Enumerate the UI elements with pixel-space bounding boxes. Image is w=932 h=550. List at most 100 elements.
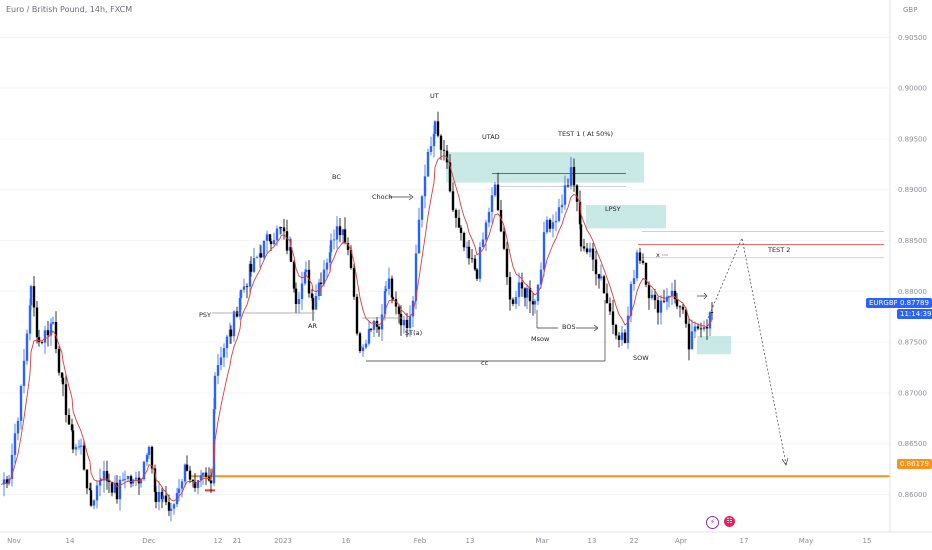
candle-body bbox=[137, 477, 141, 484]
candle-body bbox=[414, 253, 418, 301]
candle-body bbox=[121, 479, 125, 481]
price-axis: GBP 0.90500 0.90000 0.89500 0.89000 0.88500 0.… bbox=[898, 6, 927, 499]
candle-body bbox=[575, 185, 579, 202]
candle-body bbox=[470, 258, 474, 260]
candle-body bbox=[160, 491, 164, 500]
candle-body bbox=[457, 217, 461, 228]
candle-body bbox=[25, 333, 29, 361]
candle-body bbox=[667, 296, 671, 298]
candle-body bbox=[626, 315, 630, 343]
candle-body bbox=[134, 477, 138, 480]
candle-body bbox=[496, 184, 500, 211]
candle-body bbox=[2, 479, 6, 485]
candle-body bbox=[710, 312, 714, 314]
candle-body bbox=[126, 476, 130, 479]
candle-body bbox=[490, 195, 494, 213]
candle-body bbox=[372, 320, 376, 330]
candle-body bbox=[523, 288, 527, 298]
candle-body bbox=[46, 330, 50, 336]
candle-body bbox=[118, 479, 122, 500]
candle-body bbox=[387, 278, 391, 289]
candle-body bbox=[242, 286, 246, 290]
candle-body bbox=[304, 269, 308, 273]
candle-body bbox=[557, 207, 561, 221]
test1-label: TEST 1 ( At 50%) bbox=[557, 130, 613, 138]
candle-body bbox=[705, 327, 709, 329]
candle-body bbox=[358, 333, 362, 352]
candle-body bbox=[659, 300, 663, 313]
candle-body bbox=[594, 259, 598, 275]
candle-body bbox=[647, 284, 651, 299]
candle-body bbox=[346, 243, 350, 250]
candle-body bbox=[467, 246, 471, 259]
candle-body bbox=[542, 232, 546, 270]
cc-label: cc bbox=[481, 359, 489, 367]
candle-body bbox=[285, 231, 289, 251]
candle-body bbox=[445, 150, 449, 163]
x-tick-label: Feb bbox=[414, 537, 427, 545]
candle-body bbox=[499, 210, 503, 232]
candle-body bbox=[204, 472, 208, 477]
candle-body bbox=[481, 239, 485, 248]
candle-body bbox=[517, 282, 521, 297]
candle-body bbox=[508, 277, 512, 300]
candle-body bbox=[67, 415, 71, 425]
candle-body bbox=[303, 272, 307, 284]
candle-body bbox=[213, 375, 217, 410]
candle-body bbox=[216, 365, 220, 376]
event-flash-icon[interactable]: ⚡ bbox=[706, 516, 719, 529]
candle-body bbox=[502, 231, 506, 249]
candle-body bbox=[212, 409, 216, 484]
x-tick-label: 16 bbox=[342, 537, 351, 545]
y-tick-label: 0.90500 bbox=[898, 34, 927, 42]
candle-body bbox=[514, 296, 518, 304]
candle-body bbox=[209, 480, 213, 484]
candle-body bbox=[597, 274, 601, 279]
candle-body bbox=[591, 248, 595, 260]
candle-body bbox=[157, 491, 161, 502]
candle-body bbox=[465, 246, 469, 248]
candle-body bbox=[551, 222, 555, 229]
annotations bbox=[212, 193, 789, 466]
candles bbox=[2, 111, 714, 522]
st-label: ST(a) bbox=[405, 329, 422, 337]
candle-body bbox=[678, 306, 682, 308]
candle-body bbox=[582, 246, 586, 249]
candle-body bbox=[147, 446, 151, 455]
candle-body bbox=[402, 319, 406, 326]
candle-body bbox=[332, 239, 336, 241]
candle-body bbox=[451, 191, 455, 211]
candle-body bbox=[177, 488, 181, 494]
candle-body bbox=[448, 162, 452, 192]
candle-body bbox=[569, 167, 573, 186]
candle-body bbox=[49, 323, 53, 336]
candle-body bbox=[268, 234, 272, 242]
candle-body bbox=[614, 324, 618, 336]
candle-body bbox=[196, 480, 200, 488]
candle-body bbox=[588, 248, 592, 253]
candle-body bbox=[123, 478, 127, 480]
candle-body bbox=[129, 476, 133, 484]
candle-body bbox=[708, 312, 712, 329]
candle-body bbox=[341, 229, 345, 236]
candle-body bbox=[673, 290, 677, 300]
candle-body bbox=[560, 204, 564, 208]
countdown-tag: 11:14:39 bbox=[897, 309, 932, 319]
candle-body bbox=[620, 332, 624, 340]
candle-body bbox=[493, 184, 497, 196]
event-earnings-icon[interactable]: ☷ bbox=[724, 516, 735, 527]
psy-label: PSY bbox=[199, 311, 211, 319]
candle-body bbox=[142, 461, 146, 480]
candle-body bbox=[462, 232, 466, 248]
candle-body bbox=[102, 471, 106, 481]
candle-body bbox=[420, 196, 424, 220]
candle-body bbox=[185, 464, 189, 471]
candle-body bbox=[71, 430, 75, 450]
candle-body bbox=[35, 307, 39, 338]
candle-body bbox=[89, 490, 93, 506]
candle-body bbox=[641, 260, 645, 263]
x-tick-label: 22 bbox=[630, 537, 639, 545]
candle-body bbox=[355, 296, 359, 334]
chart-title: Euro / British Pound, 14h, FXCM bbox=[6, 5, 133, 14]
